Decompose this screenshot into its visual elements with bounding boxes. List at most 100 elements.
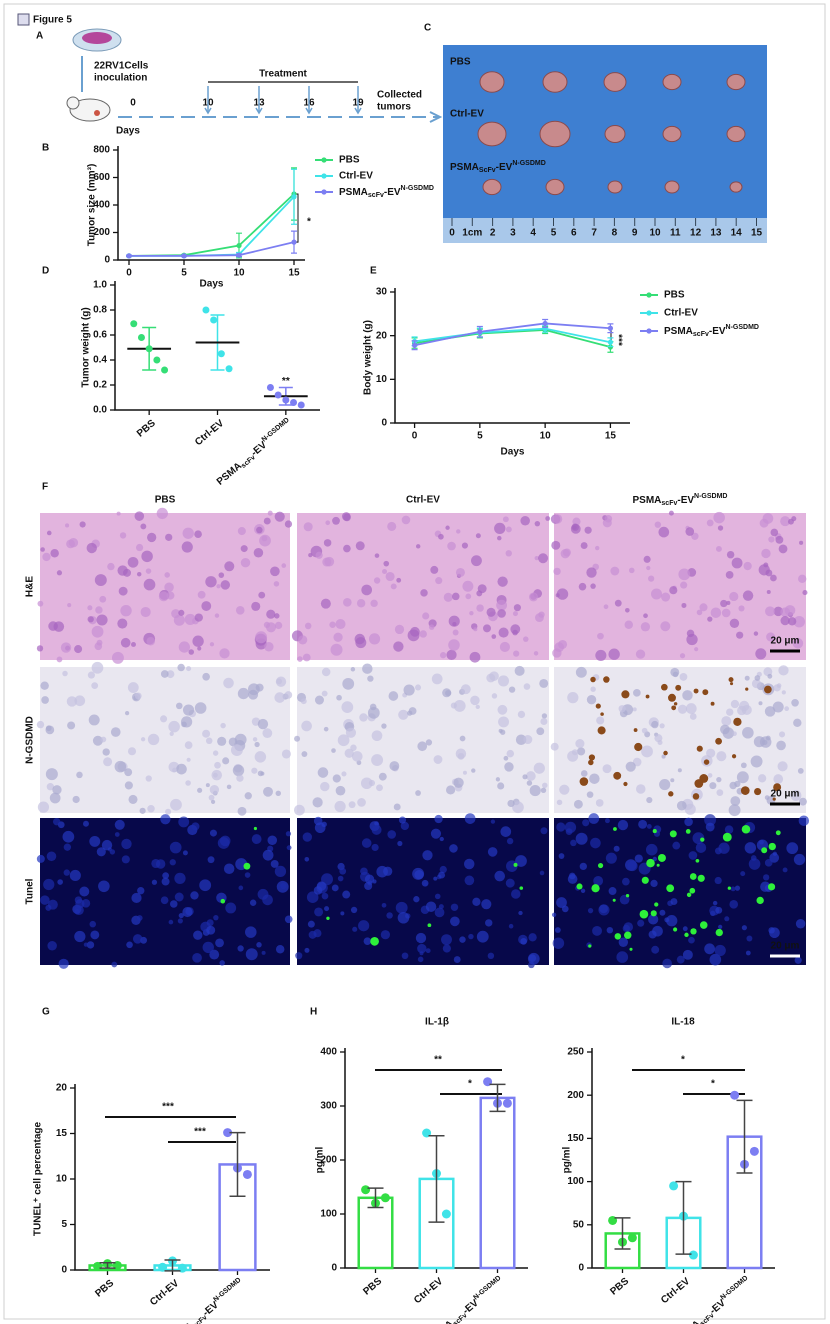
texture bbox=[555, 593, 560, 598]
texture bbox=[139, 807, 146, 814]
texture bbox=[744, 842, 757, 854]
chart-title: IL-1β bbox=[425, 1017, 449, 1028]
texture bbox=[676, 800, 687, 811]
error-bar bbox=[428, 1134, 445, 1223]
texture bbox=[177, 918, 183, 924]
texture bbox=[286, 845, 292, 851]
texture bbox=[186, 666, 192, 672]
texture bbox=[373, 577, 381, 584]
y-tick-label: 0 bbox=[61, 1265, 67, 1276]
texture bbox=[768, 536, 775, 543]
texture bbox=[188, 649, 195, 655]
texture bbox=[592, 925, 603, 936]
texture bbox=[79, 521, 86, 528]
texture bbox=[96, 639, 103, 646]
stain bbox=[646, 858, 655, 868]
texture bbox=[335, 619, 346, 630]
texture bbox=[726, 550, 735, 559]
texture bbox=[497, 576, 508, 587]
texture bbox=[672, 841, 681, 850]
texture bbox=[140, 523, 147, 530]
texture bbox=[332, 516, 340, 525]
annotation: *** bbox=[162, 1102, 174, 1113]
stain bbox=[686, 892, 692, 898]
texture bbox=[627, 860, 638, 872]
texture bbox=[101, 839, 113, 851]
texture bbox=[245, 926, 257, 938]
stain bbox=[745, 687, 749, 691]
texture bbox=[217, 837, 230, 849]
texture bbox=[452, 592, 460, 601]
texture bbox=[452, 622, 457, 627]
x-tick-label: 10 bbox=[540, 431, 552, 442]
texture bbox=[762, 739, 768, 745]
texture bbox=[659, 909, 666, 916]
annotation: *** bbox=[612, 334, 623, 346]
texture bbox=[383, 866, 393, 876]
text-part: N-GSDMD bbox=[212, 1277, 242, 1304]
texture bbox=[332, 774, 341, 783]
mouse-head bbox=[66, 96, 80, 110]
texture bbox=[650, 879, 658, 888]
texture bbox=[57, 879, 63, 885]
y-tick-label: 5 bbox=[61, 1219, 67, 1230]
texture bbox=[714, 944, 726, 957]
texture bbox=[538, 611, 545, 618]
stain bbox=[693, 688, 699, 694]
texture bbox=[297, 656, 303, 662]
texture bbox=[441, 934, 452, 946]
texture bbox=[252, 737, 258, 742]
texture bbox=[614, 599, 622, 607]
stain bbox=[671, 705, 677, 711]
error-bar bbox=[675, 1180, 692, 1255]
texture bbox=[445, 785, 456, 795]
texture bbox=[541, 713, 548, 719]
texture bbox=[680, 581, 688, 589]
texture bbox=[715, 906, 723, 914]
ruler-label: 8 bbox=[612, 228, 618, 239]
texture bbox=[202, 672, 210, 681]
texture bbox=[140, 737, 146, 742]
texture bbox=[640, 622, 651, 632]
texture bbox=[415, 684, 422, 691]
texture bbox=[294, 735, 301, 742]
texture bbox=[273, 581, 280, 587]
texture bbox=[36, 854, 45, 863]
texture bbox=[164, 572, 170, 578]
texture bbox=[147, 733, 160, 746]
texture bbox=[790, 789, 802, 802]
micrograph bbox=[36, 507, 293, 664]
texture bbox=[425, 739, 433, 746]
texture bbox=[628, 567, 635, 574]
texture bbox=[401, 952, 409, 960]
stain bbox=[634, 742, 643, 752]
texture bbox=[219, 960, 225, 966]
texture bbox=[407, 710, 413, 716]
texture bbox=[86, 941, 95, 949]
stain bbox=[689, 873, 697, 880]
texture bbox=[710, 607, 722, 618]
texture bbox=[136, 915, 143, 921]
texture bbox=[359, 713, 368, 722]
texture bbox=[298, 635, 308, 645]
texture bbox=[651, 945, 660, 954]
texture bbox=[371, 754, 384, 767]
axis bbox=[394, 288, 630, 424]
texture bbox=[74, 645, 83, 654]
stain bbox=[710, 701, 715, 706]
texture bbox=[748, 858, 761, 870]
texture bbox=[237, 806, 247, 816]
texture bbox=[539, 870, 545, 876]
chart-title: IL-18 bbox=[671, 1017, 695, 1028]
texture bbox=[506, 837, 514, 845]
data-point bbox=[627, 1233, 637, 1243]
micrograph: 20 μm bbox=[551, 813, 810, 969]
text-part: N-GSDMD bbox=[719, 1275, 749, 1302]
texture bbox=[447, 541, 456, 551]
stain bbox=[591, 884, 600, 893]
texture bbox=[596, 716, 605, 725]
texture bbox=[95, 606, 103, 614]
legend-label: PSMAscFv-EVN-GSDMD bbox=[339, 185, 434, 199]
x-tick-label: 5 bbox=[181, 268, 187, 279]
texture bbox=[116, 511, 121, 516]
